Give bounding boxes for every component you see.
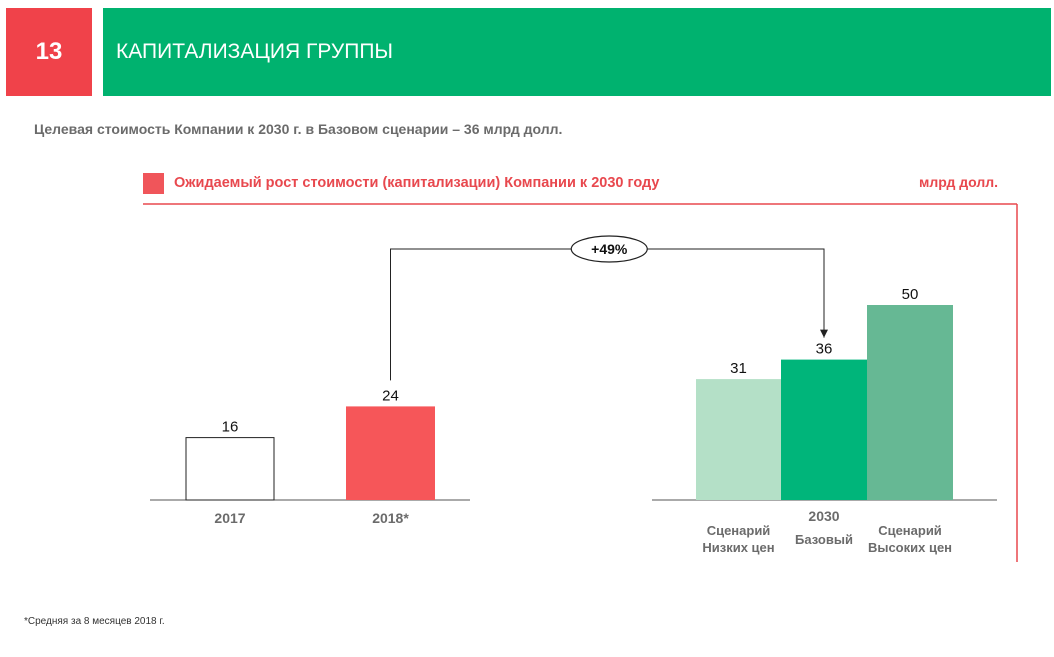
footnote: *Средняя за 8 месяцев 2018 г. xyxy=(24,616,165,627)
page-title: КАПИТАЛИЗАЦИЯ ГРУППЫ xyxy=(116,40,394,63)
data-label: 31 xyxy=(730,360,747,377)
chart-annotation: +49% xyxy=(390,235,828,381)
category-label: Базовый xyxy=(795,532,853,547)
bar xyxy=(346,406,435,500)
growth-label: +49% xyxy=(591,241,628,257)
data-label: 36 xyxy=(816,341,833,358)
growth-connector xyxy=(390,248,825,381)
category-label: Высоких цен xyxy=(868,540,952,555)
chart-title: Ожидаемый рост стоимости (капитализации)… xyxy=(174,175,660,191)
chart-bars: 16 2017 24 2018* 31 Сценарий Низких цен 36 Базов… xyxy=(185,286,953,555)
data-label: 50 xyxy=(902,286,919,303)
category-label: Сценарий xyxy=(878,523,942,538)
data-label: 16 xyxy=(222,419,239,436)
header-bar: КАПИТАЛИЗАЦИЯ ГРУППЫ xyxy=(103,8,1051,96)
data-label: 24 xyxy=(382,387,399,404)
page-subtitle: Целевая стоимость Компании к 2030 г. в Б… xyxy=(34,121,563,137)
category-label: 2018* xyxy=(372,510,409,526)
bar xyxy=(185,437,275,501)
slide-number: 13 xyxy=(6,8,92,96)
bar xyxy=(867,305,953,500)
bar xyxy=(696,379,781,500)
category-label: Низких цен xyxy=(702,540,774,555)
bar xyxy=(781,359,867,500)
group-label: 2030 xyxy=(808,508,839,524)
growth-badge xyxy=(570,235,648,263)
chart-title-marker xyxy=(143,173,164,194)
growth-arrowhead xyxy=(820,329,828,338)
category-label: Сценарий xyxy=(707,523,771,538)
category-label: 2017 xyxy=(214,510,245,526)
unit-label: млрд долл. xyxy=(919,174,998,190)
